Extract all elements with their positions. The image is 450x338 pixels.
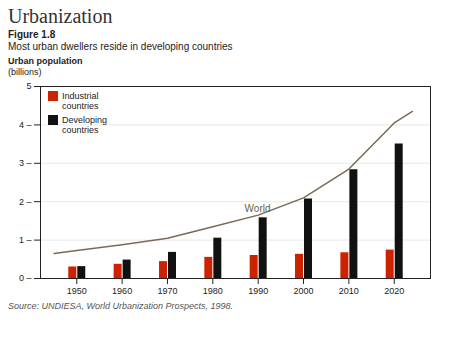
svg-text:4 –: 4 – [19,120,32,130]
html-text:Figure 1.8: Figure 1.8 [8,29,56,40]
svg-text:3 –: 3 – [19,158,32,168]
svg-text:5: 5 [26,81,31,91]
svg-text:1 –: 1 – [19,235,32,245]
svg-text:1950: 1950 [67,286,87,296]
svg-text:2020: 2020 [384,286,404,296]
svg-text:World: World [245,203,271,214]
html-text:Industrial countries: Industrial countries [62,91,99,111]
html-text:(billions): (billions) [8,67,42,77]
html-text:Urban population: Urban population [8,56,83,66]
html-text:Most urban dwellers reside in: Most urban dwellers reside in developing… [8,41,233,52]
html-text:Urbanization: Urbanization [8,5,113,27]
svg-text:2010: 2010 [339,286,359,296]
svg-text:1980: 1980 [203,286,223,296]
svg-text:2 –: 2 – [19,197,32,207]
svg-text:1990: 1990 [248,286,268,296]
svg-text:1960: 1960 [112,286,132,296]
html-text:Developing countries: Developing countries [62,115,107,135]
html-text:Source: UNDIESA, World Urbaniz: Source: UNDIESA, World Urbanization Pros… [8,301,234,311]
svg-text:2000: 2000 [294,286,314,296]
svg-text:0 –: 0 – [19,273,32,283]
svg-text:1970: 1970 [157,286,177,296]
